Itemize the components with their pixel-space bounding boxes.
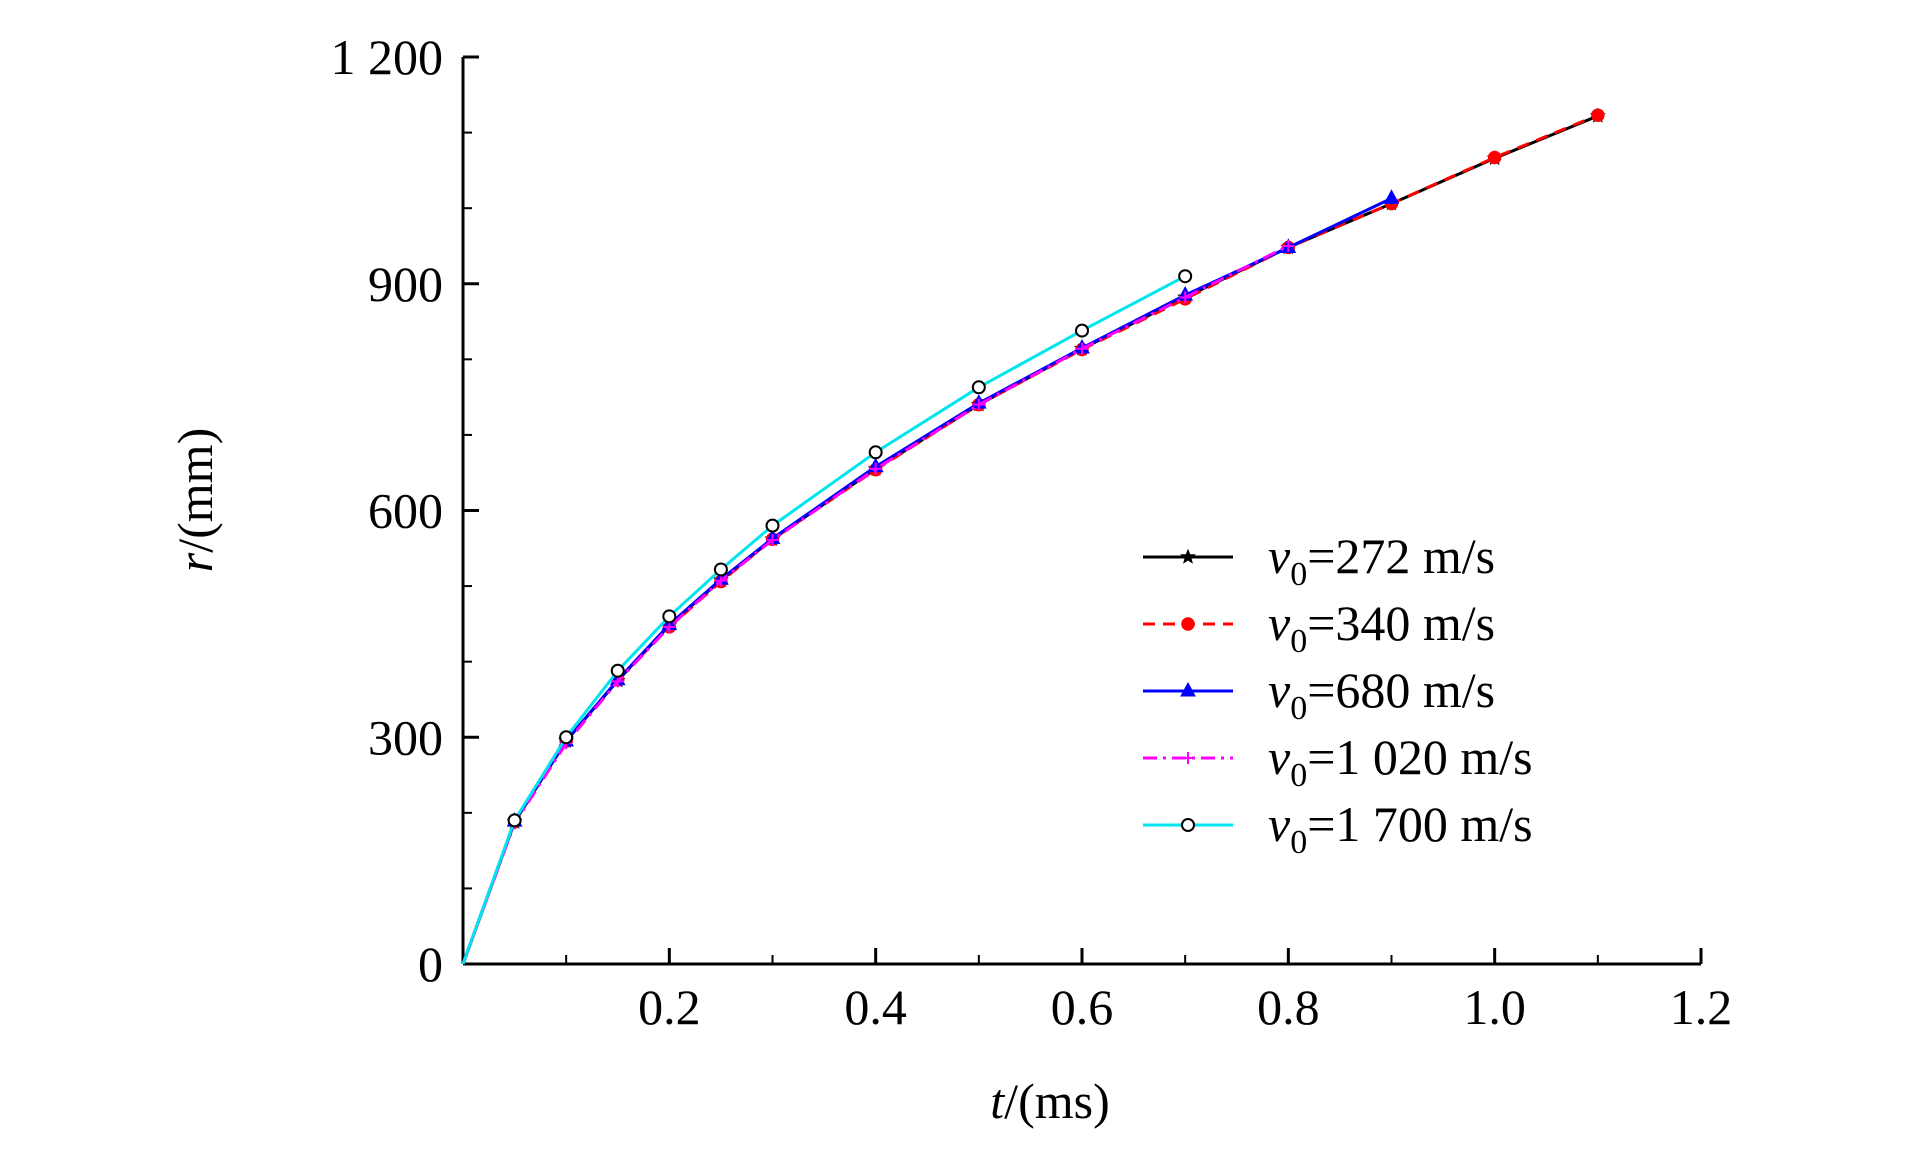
legend-item: v0=680 m/s	[1143, 662, 1495, 727]
y-axis-variable: r	[167, 552, 223, 572]
y-axis-unit: /(mm)	[167, 428, 223, 553]
data-point	[662, 609, 677, 624]
data-point	[507, 813, 522, 828]
x-tick-label: 1.2	[1670, 979, 1733, 1035]
plot-area	[461, 107, 1606, 965]
legend-item: v0=272 m/s	[1143, 528, 1495, 593]
axes: 0 300 600 900 1 200 0.2 0.4 0.6 0.8 1.0 1.2	[331, 29, 1733, 1035]
y-tick-label: 600	[368, 483, 443, 539]
y-tick-label: 1 200	[331, 29, 444, 85]
x-axis-unit: /(ms)	[1004, 1073, 1110, 1129]
legend-swatch-marker	[1181, 617, 1195, 631]
legend-swatch-marker	[1182, 752, 1194, 764]
data-point	[972, 398, 985, 411]
legend-label: v0=680 m/s	[1268, 662, 1495, 727]
series-group	[461, 239, 1295, 965]
x-tick-label: 0.6	[1051, 979, 1114, 1035]
legend-swatch-marker	[1180, 681, 1196, 697]
legend-label: v0=1 020 m/s	[1268, 729, 1533, 794]
x-tick-label: 0.8	[1257, 979, 1320, 1035]
data-point	[1282, 239, 1295, 252]
series-group	[461, 269, 1193, 965]
data-point	[713, 562, 728, 577]
series-group	[461, 189, 1400, 965]
x-tick-label: 0.4	[844, 979, 907, 1035]
legend-item: v0=1 700 m/s	[1143, 796, 1533, 861]
data-point	[1591, 108, 1605, 122]
data-point	[868, 445, 883, 460]
data-point	[1179, 291, 1192, 304]
data-point	[1487, 150, 1502, 165]
data-point	[766, 533, 779, 546]
legend-item: v0=340 m/s	[1143, 595, 1495, 660]
data-point	[559, 730, 574, 745]
y-axis-label: r/(mm)	[167, 428, 223, 572]
data-point	[714, 574, 727, 587]
data-point	[1178, 269, 1193, 284]
series-line	[461, 274, 1186, 965]
x-axis-variable: t	[990, 1073, 1005, 1129]
x-tick-label: 0.2	[638, 979, 701, 1035]
y-tick-label: 300	[368, 709, 443, 765]
legend-swatch-marker	[1181, 818, 1195, 832]
x-tick-label: 1.0	[1463, 979, 1526, 1035]
y-tick-label: 0	[418, 936, 443, 992]
legend-swatch-marker	[1180, 548, 1196, 564]
y-tick-label: 900	[368, 256, 443, 312]
data-point	[869, 462, 882, 475]
data-point	[765, 518, 780, 533]
legend-label: v0=340 m/s	[1268, 595, 1495, 660]
data-point	[1383, 189, 1400, 204]
data-point	[1076, 342, 1088, 355]
series-line	[461, 196, 1393, 965]
data-point	[1075, 323, 1089, 338]
data-point	[610, 663, 625, 678]
legend-label: v0=272 m/s	[1268, 528, 1495, 593]
legend-label: v0=1 700 m/s	[1268, 796, 1533, 861]
legend: v0=272 m/sv0=340 m/sv0=680 m/sv0=1 020 m…	[1143, 528, 1533, 861]
x-axis-label: t/(ms)	[990, 1073, 1109, 1129]
data-point	[971, 380, 986, 395]
legend-item: v0=1 020 m/s	[1143, 729, 1533, 794]
series-line	[461, 244, 1289, 965]
